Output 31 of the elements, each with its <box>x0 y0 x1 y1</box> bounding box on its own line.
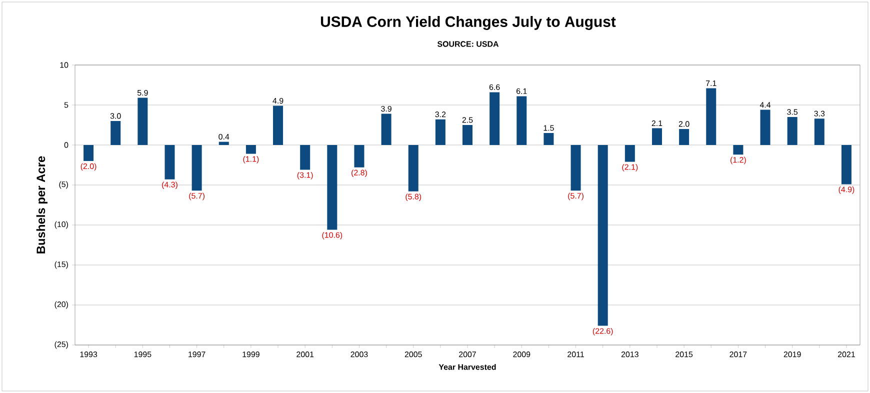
bar <box>192 144 202 191</box>
bar <box>218 142 229 145</box>
bar <box>354 144 364 168</box>
bar <box>760 110 770 145</box>
bar <box>841 144 852 184</box>
bar <box>435 119 446 145</box>
bar <box>110 120 121 145</box>
bar <box>408 144 418 192</box>
bar <box>300 144 310 170</box>
bar <box>462 124 473 145</box>
bar <box>679 128 690 145</box>
bar <box>624 144 635 162</box>
bar <box>814 118 824 145</box>
bar <box>138 98 148 145</box>
bar <box>516 96 527 145</box>
chart-title: USDA Corn Yield Changes July to August <box>320 16 616 30</box>
bar <box>733 144 744 155</box>
bar <box>544 132 554 145</box>
bar <box>490 92 500 145</box>
bar <box>787 116 798 145</box>
bar <box>273 106 284 145</box>
bar <box>164 144 175 180</box>
bar <box>598 144 608 326</box>
bar <box>381 114 392 145</box>
bar <box>327 144 338 230</box>
bar <box>246 144 256 154</box>
y-axis-title: Bushels per Acre <box>36 156 48 254</box>
bar <box>84 144 94 161</box>
bar <box>706 88 716 145</box>
bar <box>652 128 662 145</box>
bar <box>570 144 581 191</box>
